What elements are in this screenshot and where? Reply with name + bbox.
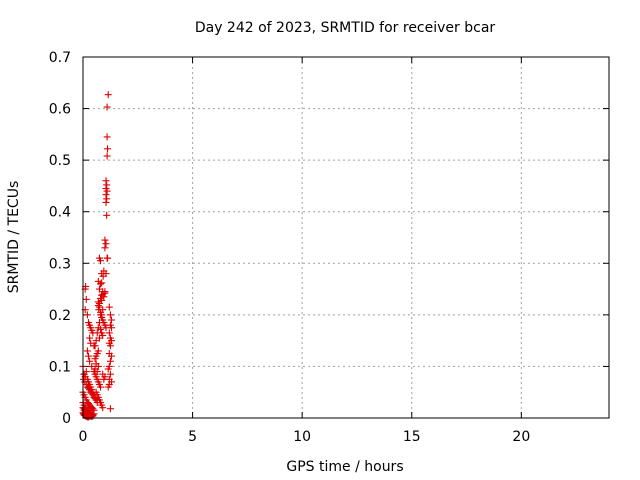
data-point: [99, 306, 107, 314]
y-tick-label: 0.5: [49, 153, 71, 169]
data-point: [97, 294, 105, 302]
data-point: [99, 288, 107, 296]
y-tick-label: 0.6: [49, 102, 71, 118]
data-point: [95, 319, 103, 327]
data-point: [101, 244, 109, 252]
data-point: [102, 240, 110, 248]
chart-title: Day 242 of 2023, SRMTID for receiver bca…: [195, 20, 496, 36]
data-point: [84, 409, 92, 417]
data-point: [91, 394, 99, 402]
data-point: [101, 236, 109, 244]
y-tick-label: 0.1: [49, 359, 71, 375]
data-point: [102, 198, 110, 206]
data-point: [82, 295, 90, 303]
data-point: [107, 316, 115, 324]
data-point: [107, 324, 115, 332]
tick-labels: 0 5 10 15 20 0 0.1 0.2 0.3 0.4 0.5 0.6 0.7: [49, 50, 531, 445]
x-tick-label: 0: [79, 429, 88, 445]
data-point: [97, 257, 105, 265]
data-point: [83, 347, 91, 355]
data-point: [89, 405, 97, 413]
x-tick-label: 15: [403, 429, 421, 445]
data-point: [99, 404, 107, 412]
x-tick-label: 10: [293, 429, 311, 445]
grid-lines: [83, 57, 609, 418]
y-tick-label: 0.4: [49, 205, 71, 221]
data-point: [103, 133, 111, 141]
data-point: [91, 355, 99, 363]
data-point: [104, 91, 112, 99]
data-point: [100, 375, 108, 383]
data-point: [106, 370, 114, 378]
y-tick-label: 0.7: [49, 50, 71, 66]
y-axis-label: SRMTID / TECUs: [6, 181, 22, 294]
x-tick-label: 5: [188, 429, 197, 445]
data-point: [103, 211, 111, 219]
data-point: [106, 357, 114, 365]
data-point: [98, 313, 106, 321]
data-point: [86, 410, 94, 418]
data-point: [103, 195, 111, 203]
data-point: [90, 342, 98, 350]
data-points: [79, 91, 115, 421]
data-point: [105, 303, 113, 311]
data-point: [98, 270, 106, 278]
data-point: [86, 334, 94, 342]
data-point: [92, 337, 100, 345]
data-point: [83, 311, 91, 319]
x-axis-label: GPS time / hours: [286, 459, 403, 475]
data-point: [102, 191, 110, 199]
y-tick-label: 0.3: [49, 256, 71, 272]
data-point: [106, 342, 114, 350]
axis-ticks: [82, 56, 609, 419]
plot-frame: [82, 56, 610, 419]
data-point: [103, 103, 111, 111]
data-point: [97, 280, 105, 288]
data-point: [103, 187, 111, 195]
data-point: [104, 145, 112, 153]
data-point: [98, 291, 106, 299]
data-point: [84, 384, 92, 392]
data-point: [102, 177, 110, 185]
x-tick-label: 20: [512, 429, 530, 445]
data-point: [103, 152, 111, 160]
y-tick-label: 0: [62, 411, 71, 427]
data-point: [105, 329, 113, 337]
data-point: [97, 383, 105, 391]
data-point: [94, 324, 102, 332]
data-point: [84, 352, 92, 360]
data-point: [106, 405, 114, 413]
data-point: [86, 357, 94, 365]
data-point: [98, 279, 106, 287]
data-point: [88, 389, 96, 397]
data-point: [106, 311, 114, 319]
data-point: [94, 298, 102, 306]
data-point: [103, 181, 111, 189]
data-point: [104, 383, 112, 391]
data-point: [104, 254, 112, 262]
data-point: [104, 365, 112, 373]
y-tick-label: 0.2: [49, 308, 71, 324]
data-point: [107, 352, 115, 360]
data-point: [89, 329, 97, 337]
data-point: [88, 362, 96, 370]
